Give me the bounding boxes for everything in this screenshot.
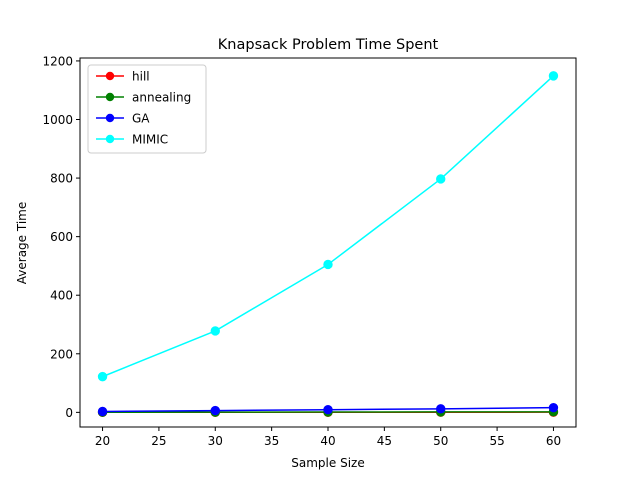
y-tick-label: 800	[50, 172, 73, 186]
legend-marker	[105, 92, 115, 102]
data-point	[323, 405, 333, 415]
legend-marker	[105, 71, 115, 81]
data-point	[97, 406, 108, 417]
legend-item: hill	[96, 70, 150, 84]
x-tick-label: 40	[320, 434, 335, 448]
legend-label: annealing	[132, 91, 191, 105]
y-tick-label: 0	[65, 406, 73, 420]
data-point	[210, 405, 220, 416]
series-ga	[97, 402, 559, 417]
x-axis-title: Sample Size	[291, 456, 364, 470]
x-tick-label: 50	[433, 434, 448, 448]
data-point	[436, 404, 446, 414]
x-tick-label: 55	[489, 434, 504, 448]
y-tick-label: 1200	[42, 54, 73, 68]
x-tick-label: 30	[208, 434, 223, 448]
legend-item: annealing	[96, 91, 191, 105]
data-point	[436, 174, 446, 184]
y-tick-label: 400	[50, 289, 73, 303]
chart-title: Knapsack Problem Time Spent	[218, 37, 439, 53]
data-point	[323, 259, 333, 270]
data-point	[548, 71, 559, 81]
y-tick-label: 1000	[42, 113, 73, 127]
legend: hill annealing GA MIMIC	[87, 64, 207, 154]
legend-item: MIMIC	[96, 133, 168, 147]
y-axis-title: Average Time	[15, 202, 29, 284]
legend-box	[87, 64, 207, 154]
data-point	[97, 371, 108, 382]
legend-item: GA	[96, 112, 150, 126]
legend-label: MIMIC	[132, 133, 168, 147]
legend-marker	[105, 113, 115, 123]
legend-label: GA	[132, 112, 150, 126]
y-tick-label: 200	[50, 347, 73, 361]
x-tick-label: 25	[151, 434, 166, 448]
series-mimic	[97, 71, 559, 382]
y-tick-label: 600	[50, 230, 73, 244]
x-tick-label: 35	[264, 434, 279, 448]
x-tick-label: 60	[546, 434, 561, 448]
axes-frame	[79, 57, 577, 428]
legend-marker	[105, 134, 115, 144]
legend-label: hill	[132, 70, 150, 84]
x-tick-label: 45	[377, 434, 392, 448]
plot-area	[97, 71, 559, 417]
x-tick-label: 20	[95, 434, 110, 448]
data-point	[210, 326, 220, 336]
data-point	[548, 402, 559, 413]
